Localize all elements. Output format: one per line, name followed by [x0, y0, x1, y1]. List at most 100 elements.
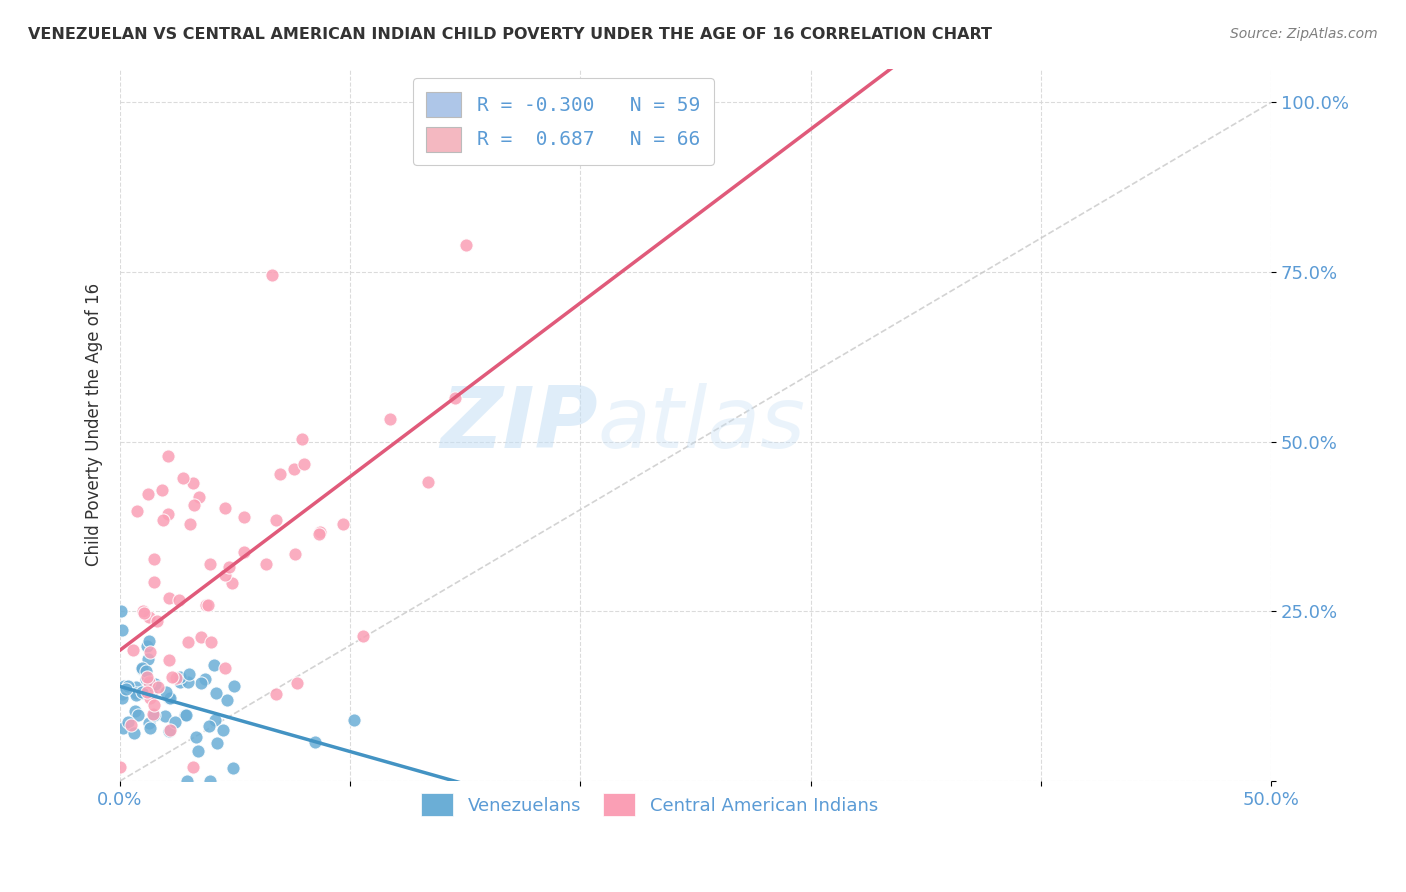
Point: [194, 673, 217, 687]
Point: [269, 467, 291, 481]
Point: [132, 686, 155, 700]
Point: [181, 760, 204, 774]
Point: [233, 510, 256, 524]
Point: [143, 698, 166, 713]
Point: [157, 724, 180, 739]
Point: [117, 679, 139, 693]
Point: [169, 674, 191, 689]
Point: [131, 684, 153, 698]
Point: [124, 685, 146, 699]
Point: [152, 513, 174, 527]
Point: [195, 598, 218, 612]
Point: [187, 743, 209, 757]
Point: [292, 457, 315, 471]
Point: [204, 713, 226, 727]
Point: [200, 774, 222, 789]
Point: [214, 568, 236, 582]
Point: [156, 449, 179, 463]
Point: [205, 736, 228, 750]
Point: [139, 686, 162, 700]
Point: [143, 677, 166, 691]
Point: [157, 591, 180, 606]
Point: [197, 598, 219, 612]
Point: [138, 609, 160, 624]
Point: [111, 687, 134, 701]
Point: [181, 475, 204, 490]
Point: [198, 558, 221, 572]
Point: [183, 498, 205, 512]
Point: [200, 635, 222, 649]
Point: [153, 708, 176, 723]
Point: [283, 462, 305, 476]
Point: [222, 679, 245, 693]
Point: [112, 721, 135, 735]
Point: [142, 706, 165, 721]
Point: [114, 681, 136, 696]
Point: [204, 686, 226, 700]
Point: [136, 487, 159, 501]
Point: [159, 723, 181, 738]
Point: [456, 238, 478, 252]
Point: [264, 513, 287, 527]
Text: Source: ZipAtlas.com: Source: ZipAtlas.com: [1230, 27, 1378, 41]
Point: [125, 689, 148, 703]
Point: [187, 491, 209, 505]
Point: [142, 708, 165, 723]
Point: [132, 606, 155, 620]
Point: [131, 663, 153, 677]
Point: [214, 661, 236, 675]
Point: [135, 639, 157, 653]
Point: [135, 665, 157, 679]
Point: [256, 557, 278, 571]
Point: [284, 547, 307, 561]
Point: [167, 593, 190, 607]
Point: [291, 432, 314, 446]
Point: [176, 675, 198, 690]
Point: [135, 685, 157, 699]
Point: [221, 575, 243, 590]
Point: [332, 516, 354, 531]
Point: [176, 774, 198, 789]
Point: [142, 552, 165, 566]
Point: [217, 692, 239, 706]
Point: [156, 507, 179, 521]
Point: [160, 670, 183, 684]
Point: [139, 691, 162, 706]
Point: [218, 560, 240, 574]
Point: [157, 691, 180, 706]
Point: [222, 761, 245, 775]
Point: [110, 604, 132, 618]
Point: [143, 574, 166, 589]
Point: [112, 679, 135, 693]
Point: [190, 676, 212, 690]
Point: [157, 653, 180, 667]
Point: [190, 630, 212, 644]
Point: [163, 714, 186, 729]
Text: ZIP: ZIP: [440, 384, 598, 467]
Point: [169, 670, 191, 684]
Legend: Venezuelans, Central American Indians: Venezuelans, Central American Indians: [412, 784, 887, 825]
Point: [131, 661, 153, 675]
Point: [127, 707, 149, 722]
Point: [186, 730, 208, 744]
Point: [176, 635, 198, 649]
Point: [308, 527, 330, 541]
Point: [148, 680, 170, 694]
Point: [343, 713, 366, 727]
Text: VENEZUELAN VS CENTRAL AMERICAN INDIAN CHILD POVERTY UNDER THE AGE OF 16 CORRELAT: VENEZUELAN VS CENTRAL AMERICAN INDIAN CH…: [28, 27, 993, 42]
Point: [138, 633, 160, 648]
Point: [173, 708, 195, 723]
Point: [139, 645, 162, 659]
Point: [145, 614, 167, 628]
Point: [139, 722, 162, 736]
Point: [352, 630, 374, 644]
Point: [260, 268, 283, 282]
Point: [143, 708, 166, 723]
Point: [165, 671, 187, 685]
Point: [285, 676, 308, 690]
Point: [150, 483, 173, 498]
Point: [202, 658, 225, 673]
Point: [378, 411, 401, 425]
Point: [214, 501, 236, 516]
Point: [197, 719, 219, 733]
